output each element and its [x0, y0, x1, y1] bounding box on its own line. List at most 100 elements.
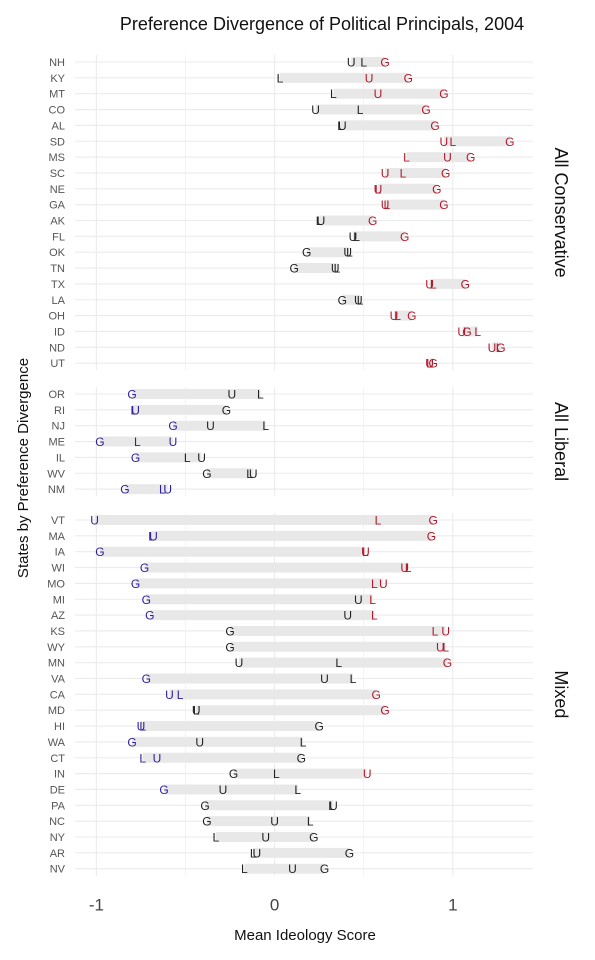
marker-u: U — [149, 529, 158, 543]
x-tick-label: -1 — [89, 896, 104, 915]
marker-l: L — [432, 624, 439, 638]
marker-l: L — [294, 783, 301, 797]
marker-u: U — [400, 561, 409, 575]
marker-u: U — [379, 577, 388, 591]
marker-l: L — [496, 341, 503, 355]
y-tick-label: LA — [52, 295, 66, 307]
marker-l: L — [177, 688, 184, 702]
marker-u: U — [374, 182, 383, 196]
marker-u: U — [317, 214, 326, 228]
marker-g: G — [120, 483, 129, 497]
marker-u: U — [441, 624, 450, 638]
marker-g: G — [345, 846, 354, 860]
marker-g: G — [297, 751, 306, 765]
marker-u: U — [343, 246, 352, 260]
marker-l: L — [130, 403, 137, 417]
marker-g: G — [229, 767, 238, 781]
marker-u: U — [329, 799, 338, 813]
y-tick-label: OR — [49, 389, 66, 401]
marker-l: L — [316, 214, 323, 228]
marker-l: L — [246, 467, 253, 481]
marker-l: L — [371, 609, 378, 623]
y-tick-label: NC — [49, 816, 65, 828]
marker-g: G — [290, 262, 299, 276]
y-tick-label: AZ — [51, 610, 65, 622]
y-tick-label: SC — [50, 168, 65, 180]
marker-u: U — [374, 87, 383, 101]
y-tick-label: ME — [49, 437, 66, 449]
marker-u: U — [331, 262, 340, 276]
marker-l: L — [335, 656, 342, 670]
marker-g: G — [432, 182, 441, 196]
marker-l: L — [400, 166, 407, 180]
facet-strip-label: All Conservative — [551, 148, 571, 278]
y-tick-label: NJ — [52, 421, 65, 433]
marker-l: L — [346, 246, 353, 260]
marker-g: G — [95, 435, 104, 449]
y-tick-label: NM — [48, 484, 65, 496]
marker-u: U — [354, 593, 363, 607]
marker-u: U — [390, 309, 399, 323]
marker-u: U — [219, 783, 228, 797]
y-tick-label: MO — [47, 578, 65, 590]
marker-u: U — [365, 71, 374, 85]
marker-g: G — [127, 735, 136, 749]
marker-g: G — [443, 656, 452, 670]
marker-g: G — [372, 688, 381, 702]
marker-u: U — [261, 831, 270, 845]
y-tick-label: IL — [56, 452, 65, 464]
y-tick-label: AL — [52, 120, 65, 132]
marker-g: G — [439, 198, 448, 212]
y-tick-label: NV — [50, 864, 66, 876]
marker-g: G — [430, 119, 439, 133]
marker-u: U — [137, 720, 146, 734]
marker-g: G — [427, 529, 436, 543]
marker-g: G — [309, 831, 318, 845]
x-tick-label: 0 — [270, 896, 279, 915]
marker-u: U — [252, 846, 261, 860]
marker-l: L — [337, 119, 344, 133]
y-tick-label: HI — [54, 721, 65, 733]
marker-u: U — [163, 483, 172, 497]
y-tick-label: IN — [54, 769, 65, 781]
marker-u: U — [440, 135, 449, 149]
marker-u: U — [197, 451, 206, 465]
y-tick-label: AR — [50, 848, 65, 860]
marker-u: U — [381, 198, 390, 212]
marker-l: L — [273, 767, 280, 781]
marker-g: G — [505, 135, 514, 149]
marker-u: U — [288, 862, 297, 876]
marker-g: G — [461, 277, 470, 291]
marker-l: L — [474, 325, 481, 339]
y-tick-label: ND — [49, 342, 65, 354]
y-tick-label: PA — [51, 800, 66, 812]
marker-g: G — [142, 672, 151, 686]
marker-g: G — [225, 624, 234, 638]
marker-l: L — [334, 262, 341, 276]
marker-g: G — [421, 103, 430, 117]
y-tick-label: SD — [50, 136, 65, 148]
marker-l: L — [212, 831, 219, 845]
marker-l: L — [262, 419, 269, 433]
marker-l: L — [384, 198, 391, 212]
marker-l: L — [369, 593, 376, 607]
y-tick-label: FL — [52, 231, 65, 243]
marker-g: G — [368, 214, 377, 228]
marker-u: U — [195, 735, 204, 749]
y-tick-label: TX — [51, 279, 66, 291]
y-tick-label: MA — [49, 531, 66, 543]
marker-u: U — [349, 230, 358, 244]
marker-l: L — [360, 56, 367, 70]
marker-g: G — [429, 514, 438, 528]
x-tick-label: 1 — [448, 896, 457, 915]
marker-g: G — [145, 609, 154, 623]
y-tick-label: TN — [50, 263, 65, 275]
marker-l: L — [405, 561, 412, 575]
marker-g: G — [302, 246, 311, 260]
marker-g: G — [200, 799, 209, 813]
marker-g: G — [380, 704, 389, 718]
marker-u: U — [425, 357, 434, 371]
